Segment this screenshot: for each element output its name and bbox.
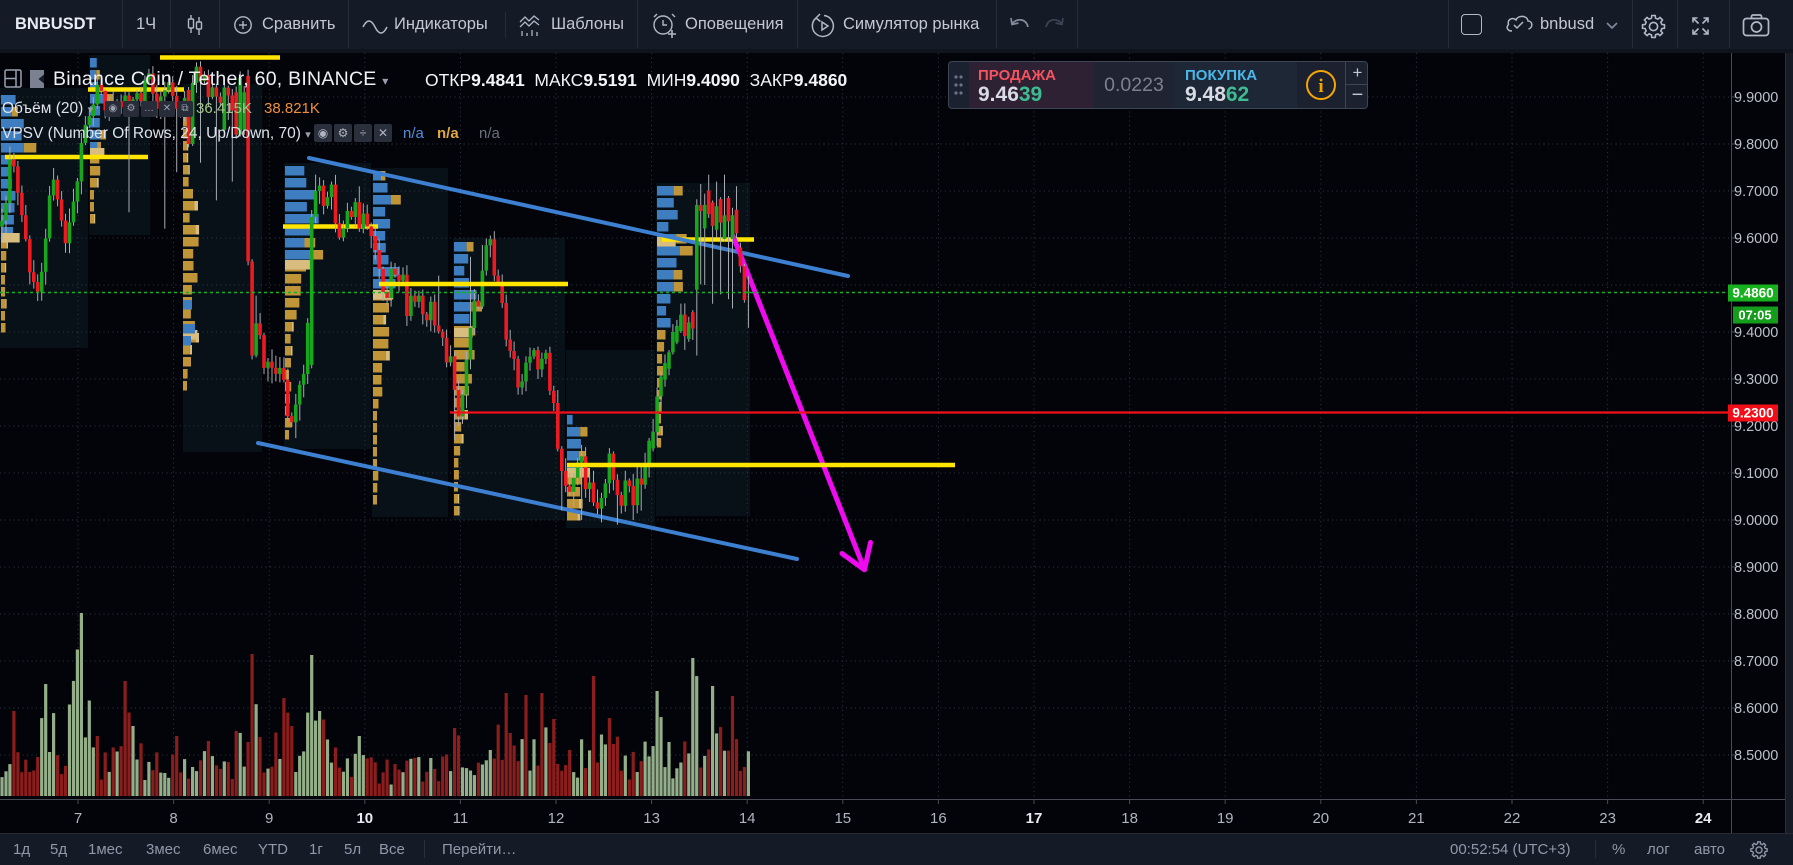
svg-text:7: 7 [74,810,82,827]
svg-text:10: 10 [356,810,373,827]
svg-text:9.1000: 9.1000 [1734,466,1778,482]
svg-text:22: 22 [1504,810,1521,827]
svg-text:9.7000: 9.7000 [1734,184,1778,200]
svg-text:9.6000: 9.6000 [1734,231,1778,247]
svg-text:19: 19 [1217,810,1234,827]
svg-text:9.9000: 9.9000 [1734,90,1778,106]
svg-text:13: 13 [643,810,660,827]
svg-text:9.4000: 9.4000 [1734,325,1778,341]
svg-text:14: 14 [739,810,756,827]
svg-text:8.9000: 8.9000 [1734,560,1778,576]
svg-text:9.3000: 9.3000 [1734,372,1778,388]
svg-text:16: 16 [930,810,947,827]
svg-text:18: 18 [1121,810,1138,827]
svg-text:8: 8 [169,810,177,827]
svg-text:9.2000: 9.2000 [1734,419,1778,435]
svg-text:9.8000: 9.8000 [1734,137,1778,153]
svg-text:8.7000: 8.7000 [1734,654,1778,670]
svg-text:8.6000: 8.6000 [1734,701,1778,717]
svg-text:9.2300: 9.2300 [1732,406,1773,421]
svg-text:07:05: 07:05 [1738,308,1771,323]
svg-text:20: 20 [1312,810,1329,827]
svg-text:11: 11 [453,810,469,827]
svg-text:12: 12 [548,810,565,827]
svg-text:9.4860: 9.4860 [1732,286,1773,301]
svg-text:i: i [1318,76,1323,97]
svg-text:24: 24 [1695,810,1712,827]
svg-text:23: 23 [1599,810,1616,827]
svg-text:21: 21 [1408,810,1425,827]
svg-text:9: 9 [265,810,273,827]
svg-text:9.0000: 9.0000 [1734,513,1778,529]
svg-text:8.8000: 8.8000 [1734,607,1778,623]
svg-text:8.5000: 8.5000 [1734,748,1778,764]
svg-text:17: 17 [1026,810,1043,827]
svg-text:15: 15 [834,810,851,827]
